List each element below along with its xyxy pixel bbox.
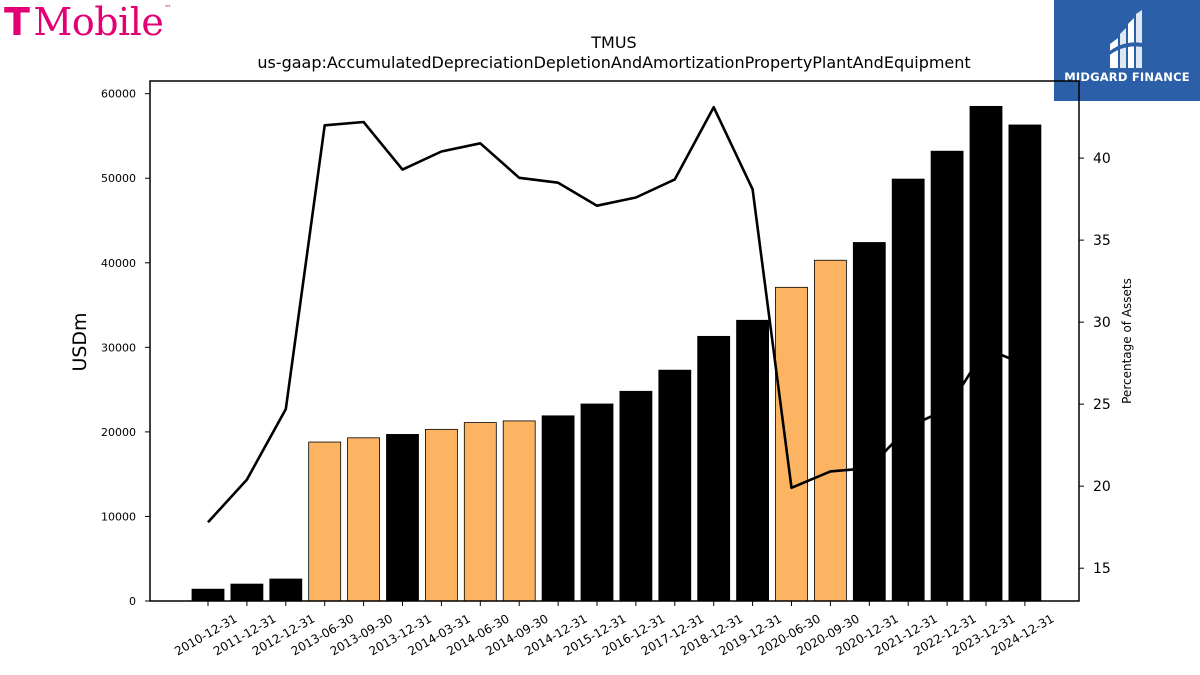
y-tick-label: 30000 <box>101 341 136 354</box>
y2-tick-label: 20 <box>1093 479 1111 495</box>
bar-2012-12-31 <box>269 578 303 602</box>
y2-tick-label: 15 <box>1093 561 1111 577</box>
y-tick-label: 50000 <box>101 172 136 185</box>
y-tick-label: 0 <box>129 595 136 608</box>
midgard-finance-logo: MIDGARD FINANCE <box>1054 0 1200 101</box>
midgard-emblem-icon <box>1106 10 1148 68</box>
bar-2014-03-31 <box>424 428 458 602</box>
bar-2010-12-31 <box>191 588 225 602</box>
line-layer <box>207 105 1026 524</box>
midgard-finance-text: MIDGARD FINANCE <box>1064 70 1190 84</box>
bar-2021-12-31 <box>891 178 925 602</box>
bar-2020-09-30 <box>814 259 847 602</box>
trademark-mark: ™ <box>164 4 171 12</box>
y2-tick-label: 25 <box>1093 397 1111 413</box>
bar-2022-12-31 <box>930 150 964 602</box>
axes-layer <box>149 80 1080 602</box>
bar-2014-06-30 <box>463 422 497 602</box>
bar-2017-12-31 <box>658 369 692 602</box>
chart-title: TMUS <box>590 33 636 52</box>
x-tick-labels: 2010-12-312011-12-312012-12-312013-06-30… <box>172 601 1056 658</box>
y2-tick-labels: 15 20 25 30 35 40 <box>1079 151 1111 577</box>
bar-2014-09-30 <box>502 420 536 602</box>
bar-2013-09-30 <box>347 437 381 602</box>
bar-2013-12-31 <box>386 434 419 602</box>
y-tick-label: 10000 <box>101 510 136 523</box>
y2-tick-label: 35 <box>1093 233 1111 249</box>
bar-2011-12-31 <box>230 583 264 602</box>
y-tick-label: 20000 <box>101 426 136 439</box>
bar-2019-12-31 <box>736 319 769 602</box>
y2-axis-label: Percentage of Assets <box>1120 278 1134 404</box>
bar-2013-06-30 <box>308 441 342 602</box>
bar-2016-12-31 <box>619 390 653 602</box>
plot-frame <box>149 80 1080 602</box>
percentage-of-assets-line <box>207 105 1026 524</box>
y-tick-label: 40000 <box>101 257 136 270</box>
bar-2015-12-31 <box>580 403 614 602</box>
bar-2014-12-31 <box>541 415 575 602</box>
y-tick-labels: 0 10000 20000 30000 40000 50000 60000 <box>101 88 150 608</box>
chart-subtitle: us-gaap:AccumulatedDepreciationDepletion… <box>257 53 970 72</box>
bar-2018-12-31 <box>697 335 731 602</box>
bar-2020-12-31 <box>852 242 886 602</box>
y-tick-label: 60000 <box>101 88 136 101</box>
tmobile-logo: T Mobile ™ <box>4 0 171 44</box>
y2-tick-label: 40 <box>1093 151 1111 167</box>
bar-2024-12-31 <box>1008 124 1042 602</box>
bars-layer <box>191 105 1042 602</box>
tmobile-wordmark: Mobile <box>33 0 164 44</box>
y-axis-label: USDm <box>69 312 91 371</box>
tmobile-t-icon: T <box>4 0 30 44</box>
bar-2020-06-30 <box>775 286 808 602</box>
y2-tick-label: 30 <box>1093 315 1111 331</box>
